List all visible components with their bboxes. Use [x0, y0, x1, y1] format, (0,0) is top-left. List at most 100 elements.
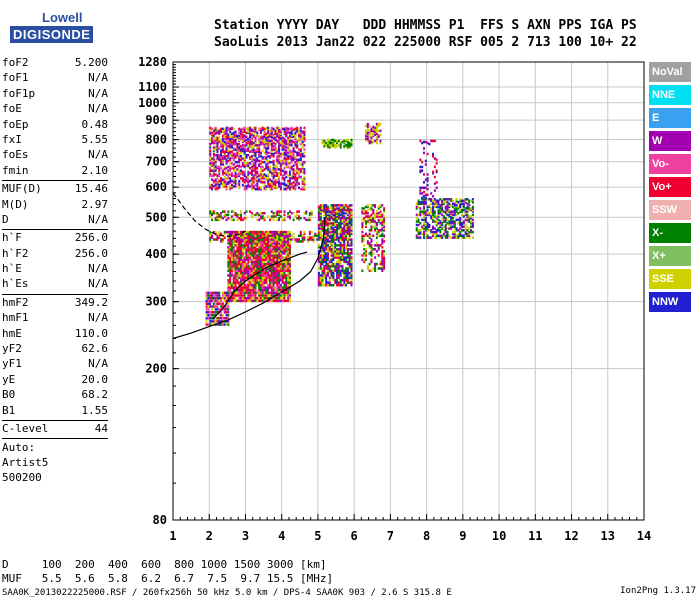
- echo-point: [308, 232, 311, 236]
- echo-point: [430, 212, 433, 215]
- echo-point: [381, 252, 384, 255]
- echo-point: [337, 143, 340, 147]
- echo-point: [321, 271, 324, 275]
- echo-point: [227, 232, 230, 236]
- echo-point: [383, 229, 386, 232]
- echo-point: [281, 246, 284, 249]
- echo-point: [285, 187, 288, 191]
- echo-point: [343, 244, 346, 247]
- echo-point: [442, 210, 445, 213]
- echo-point: [270, 278, 273, 282]
- echo-point: [326, 205, 329, 209]
- echo-point: [334, 220, 337, 223]
- echo-point: [254, 248, 257, 251]
- echo-point: [297, 218, 300, 222]
- echo-point: [279, 252, 282, 255]
- echo-point: [323, 145, 326, 148]
- echo-point: [419, 201, 422, 204]
- echo-point: [250, 186, 253, 190]
- echo-point: [464, 210, 467, 213]
- echo-point: [466, 218, 469, 222]
- echo-point: [288, 262, 291, 266]
- echo-point: [310, 236, 313, 239]
- echo-point: [285, 254, 288, 257]
- y-tick-label: 400: [145, 247, 167, 261]
- echo-point: [462, 234, 465, 238]
- echo-point: [267, 147, 270, 150]
- echo-point: [230, 142, 233, 146]
- echo-point: [292, 173, 295, 176]
- echo-point: [211, 314, 214, 317]
- echo-point: [283, 166, 286, 170]
- echo-point: [287, 252, 290, 255]
- echo-point: [240, 238, 243, 241]
- echo-point: [285, 238, 288, 241]
- echo-point: [283, 183, 286, 187]
- echo-point: [345, 216, 348, 220]
- echo-point: [299, 157, 302, 160]
- echo-point: [234, 240, 237, 243]
- echo-point: [346, 208, 349, 212]
- echo-point: [258, 238, 261, 241]
- echo-point: [225, 182, 228, 185]
- echo-point: [383, 225, 386, 228]
- echo-point: [348, 225, 351, 228]
- echo-point: [339, 283, 342, 287]
- echo-point: [270, 250, 273, 253]
- echo-point: [439, 229, 442, 232]
- panel-separator: [2, 293, 108, 295]
- echo-point: [247, 173, 250, 176]
- echo-point: [435, 234, 438, 238]
- echo-point: [249, 185, 252, 188]
- echo-point: [325, 262, 328, 266]
- echo-point: [381, 232, 384, 236]
- param-value: 5.200: [74, 56, 108, 69]
- echo-point: [272, 171, 275, 175]
- echo-point: [330, 216, 333, 220]
- echo-point: [234, 244, 237, 247]
- echo-point: [288, 236, 291, 239]
- echo-point: [325, 232, 328, 236]
- echo-point: [278, 182, 281, 185]
- echo-point: [428, 212, 431, 215]
- echo-point: [258, 250, 261, 253]
- echo-point: [247, 246, 250, 249]
- echo-point: [435, 170, 438, 174]
- echo-point: [348, 274, 351, 277]
- echo-point: [240, 210, 243, 213]
- echo-point: [424, 186, 427, 190]
- echo-point: [232, 260, 235, 264]
- echo-point: [234, 152, 237, 156]
- echo-point: [216, 181, 219, 184]
- echo-point: [238, 174, 241, 177]
- echo-point: [267, 271, 270, 275]
- echo-point: [317, 238, 320, 241]
- echo-point: [283, 236, 286, 239]
- echo-point: [346, 213, 349, 217]
- echo-point: [366, 131, 369, 135]
- echo-point: [294, 179, 297, 183]
- echo-point: [232, 236, 235, 239]
- echo-point: [294, 181, 297, 184]
- echo-point: [261, 149, 264, 152]
- echo-point: [323, 283, 326, 287]
- echo-point: [232, 238, 235, 241]
- echo-point: [432, 215, 435, 218]
- echo-point: [332, 238, 335, 241]
- echo-point: [375, 139, 378, 143]
- echo-point: [421, 225, 424, 228]
- echo-point: [337, 276, 340, 280]
- echo-point: [294, 177, 297, 180]
- echo-point: [330, 248, 333, 251]
- echo-point: [218, 308, 221, 311]
- echo-point: [212, 291, 215, 295]
- echo-point: [241, 248, 244, 251]
- echo-point: [274, 138, 277, 142]
- echo-point: [337, 267, 340, 270]
- echo-point: [297, 158, 300, 162]
- echo-point: [337, 269, 340, 273]
- echo-point: [225, 296, 228, 300]
- echo-point: [299, 135, 302, 139]
- echo-point: [462, 229, 465, 232]
- echo-point: [272, 286, 275, 289]
